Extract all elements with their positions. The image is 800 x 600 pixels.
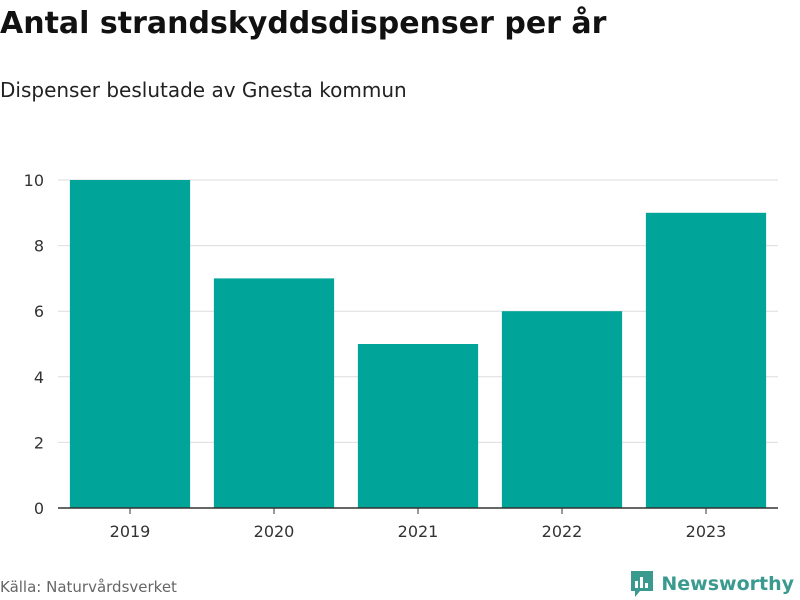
y-tick-label: 2 (34, 433, 44, 452)
bar-2019 (69, 180, 191, 508)
source-note: Källa: Naturvårdsverket (0, 578, 177, 596)
y-tick-label: 4 (34, 368, 44, 387)
x-tick-label: 2019 (110, 522, 151, 541)
bar-chart: 0 2 4 6 8 10 2019 2020 2021 2022 2023 (24, 171, 778, 541)
x-tick-label: 2020 (254, 522, 295, 541)
y-tick-label: 8 (34, 237, 44, 256)
x-tick-label: 2022 (542, 522, 583, 541)
bar-2020 (213, 278, 335, 508)
y-tick-label: 6 (34, 302, 44, 321)
y-tick-label: 10 (24, 171, 44, 190)
chart-title: Antal strandskyddsdispenser per år (0, 6, 607, 41)
brand-logo: Newsworthy (629, 569, 794, 599)
bar-2022 (501, 311, 623, 508)
x-tick-label: 2023 (686, 522, 727, 541)
bar-2021 (357, 344, 479, 508)
x-tick-label: 2021 (398, 522, 439, 541)
chart-subtitle: Dispenser beslutade av Gnesta kommun (0, 78, 407, 102)
y-tick-label: 0 (34, 499, 44, 518)
bar-chart-icon (631, 571, 654, 597)
brand-name: Newsworthy (661, 573, 794, 595)
bar-2023 (645, 212, 767, 509)
